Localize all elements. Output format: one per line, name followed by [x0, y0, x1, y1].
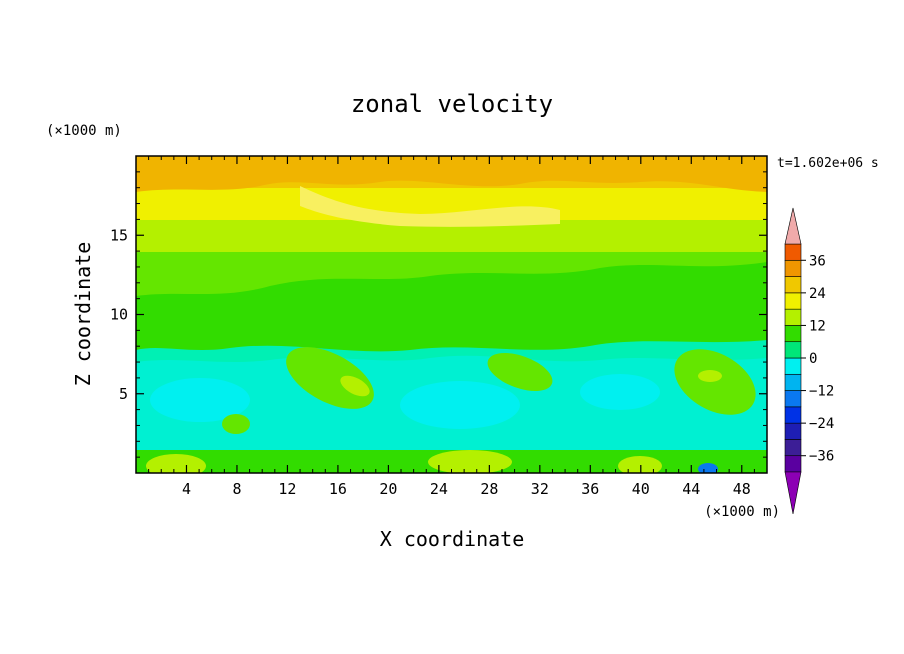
field-green-blob-4	[222, 414, 250, 434]
y-unit-label: (×1000 m)	[46, 123, 122, 139]
field-bottom-cold	[698, 463, 718, 473]
x-axis-label: X coordinate	[380, 527, 525, 551]
x-tick-label: 24	[430, 480, 448, 498]
velocity-field	[136, 156, 767, 473]
colorbar-extend-low	[784, 471, 802, 515]
x-tick-label: 40	[632, 480, 650, 498]
y-axis: 5 10 15	[110, 171, 767, 458]
colorbar-tick-label: 12	[809, 318, 826, 334]
x-tick-label: 48	[733, 480, 751, 498]
x-unit-label: (×1000 m)	[704, 504, 780, 520]
colorbar-segment	[784, 422, 802, 440]
y-tick-label: 5	[119, 385, 128, 403]
field-cyan-core-right	[580, 374, 660, 410]
colorbar-segment	[784, 308, 802, 326]
colorbar-segment	[784, 357, 802, 375]
y-tick-label: 10	[110, 306, 128, 324]
time-label: t=1.602e+06 s	[777, 156, 879, 171]
field-green-blob-2	[487, 352, 553, 392]
field-cyan-core-left	[150, 378, 250, 422]
x-tick-label: 8	[232, 480, 241, 498]
colorbar-segment	[784, 406, 802, 424]
field-cyan-core-center	[400, 381, 520, 429]
field-green-blob-1	[286, 347, 374, 409]
x-tick-label: 36	[581, 480, 599, 498]
field-green-blob-1-inner	[340, 375, 370, 397]
colorbar-tick-label: 36	[809, 253, 826, 269]
colorbar-tick-label: −12	[809, 384, 834, 400]
field-bottom-warm-3	[618, 456, 662, 473]
y-tick-label: 15	[110, 226, 128, 244]
x-tick-label: 28	[480, 480, 498, 498]
colorbar-segment	[784, 455, 802, 473]
field-top-warm-region	[136, 156, 767, 192]
field-green-blob-3	[674, 349, 756, 415]
colorbar-segment	[784, 439, 802, 457]
colorbar-segment	[784, 390, 802, 408]
field-yellow-bulge	[300, 186, 560, 227]
x-axis: 4 8 12 16 20 24 28 32 36 40 44 48	[148, 156, 755, 498]
colorbar-tick-label: −24	[809, 416, 834, 432]
colorbar: 36 24 12 0 −12 −24 −36	[784, 207, 834, 515]
field-green-mid	[136, 262, 767, 352]
colorbar-segment	[784, 259, 802, 277]
x-tick-label: 12	[278, 480, 296, 498]
field-bottom-warm-1	[146, 454, 206, 473]
y-axis-label: Z coordinate	[71, 242, 95, 387]
colorbar-segment	[784, 325, 802, 343]
colorbar-segment	[784, 292, 802, 310]
colorbar-tick-label: 24	[809, 286, 826, 302]
colorbar-tick-label: −36	[809, 449, 834, 465]
colorbar-segment	[784, 341, 802, 359]
colorbar-segment	[784, 373, 802, 391]
chart-title: zonal velocity	[351, 90, 553, 118]
field-green-blob-3-inner	[698, 370, 722, 382]
x-tick-label: 4	[182, 480, 191, 498]
colorbar-extend-high	[784, 207, 802, 245]
x-tick-label: 44	[682, 480, 700, 498]
colorbar-segment	[784, 243, 802, 261]
x-tick-label: 16	[329, 480, 347, 498]
x-tick-label: 32	[531, 480, 549, 498]
colorbar-segment	[784, 276, 802, 294]
field-bottom-warm-2	[428, 450, 512, 473]
x-tick-label: 20	[379, 480, 397, 498]
colorbar-tick-label: 0	[809, 351, 817, 367]
